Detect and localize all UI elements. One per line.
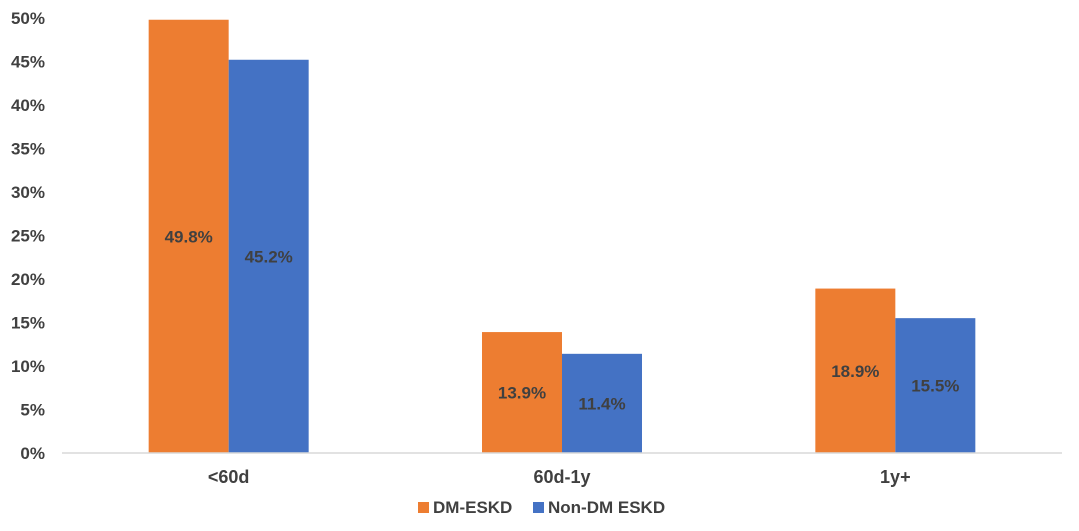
legend: DM-ESKD Non-DM ESKD (418, 498, 665, 517)
x-tick-label: 60d-1y (533, 467, 590, 487)
bar-dm-eskd-0 (148, 19, 229, 454)
y-axis: 0% 5% 10% 15% 20% 25% 30% 35% 40% 45% 50% (11, 9, 45, 463)
y-tick-label: 40% (11, 96, 45, 115)
y-tick-label: 45% (11, 53, 45, 72)
data-labels: 49.8% 45.2% 13.9% 11.4% 18.9% 15.5% (165, 227, 960, 413)
y-tick-label: 30% (11, 183, 45, 202)
x-axis: <60d 60d-1y 1y+ (62, 452, 1062, 487)
y-tick-label: 25% (11, 227, 45, 246)
data-label: 18.9% (831, 362, 879, 381)
bar-non-dm-eskd-1 (562, 353, 642, 453)
x-tick-label: 1y+ (880, 467, 911, 487)
y-tick-label: 10% (11, 357, 45, 376)
y-tick-label: 50% (11, 9, 45, 28)
y-tick-label: 0% (20, 444, 45, 463)
data-label: 45.2% (245, 247, 293, 266)
bars (148, 19, 976, 454)
legend-swatch (418, 502, 429, 513)
y-tick-label: 35% (11, 140, 45, 159)
legend-swatch (533, 502, 544, 513)
data-label: 15.5% (911, 377, 959, 396)
y-tick-label: 20% (11, 270, 45, 289)
y-tick-label: 5% (20, 401, 45, 420)
bar-dm-eskd-2 (815, 288, 896, 453)
legend-label: Non-DM ESKD (548, 498, 665, 517)
data-label: 49.8% (165, 227, 213, 246)
x-tick-label: <60d (208, 467, 250, 487)
legend-label: DM-ESKD (433, 498, 512, 517)
bar-non-dm-eskd-2 (895, 318, 976, 453)
bar-dm-eskd-1 (482, 332, 562, 453)
data-label: 13.9% (498, 384, 546, 403)
bar-non-dm-eskd-0 (228, 59, 309, 453)
y-tick-label: 15% (11, 314, 45, 333)
data-label: 11.4% (578, 394, 625, 413)
